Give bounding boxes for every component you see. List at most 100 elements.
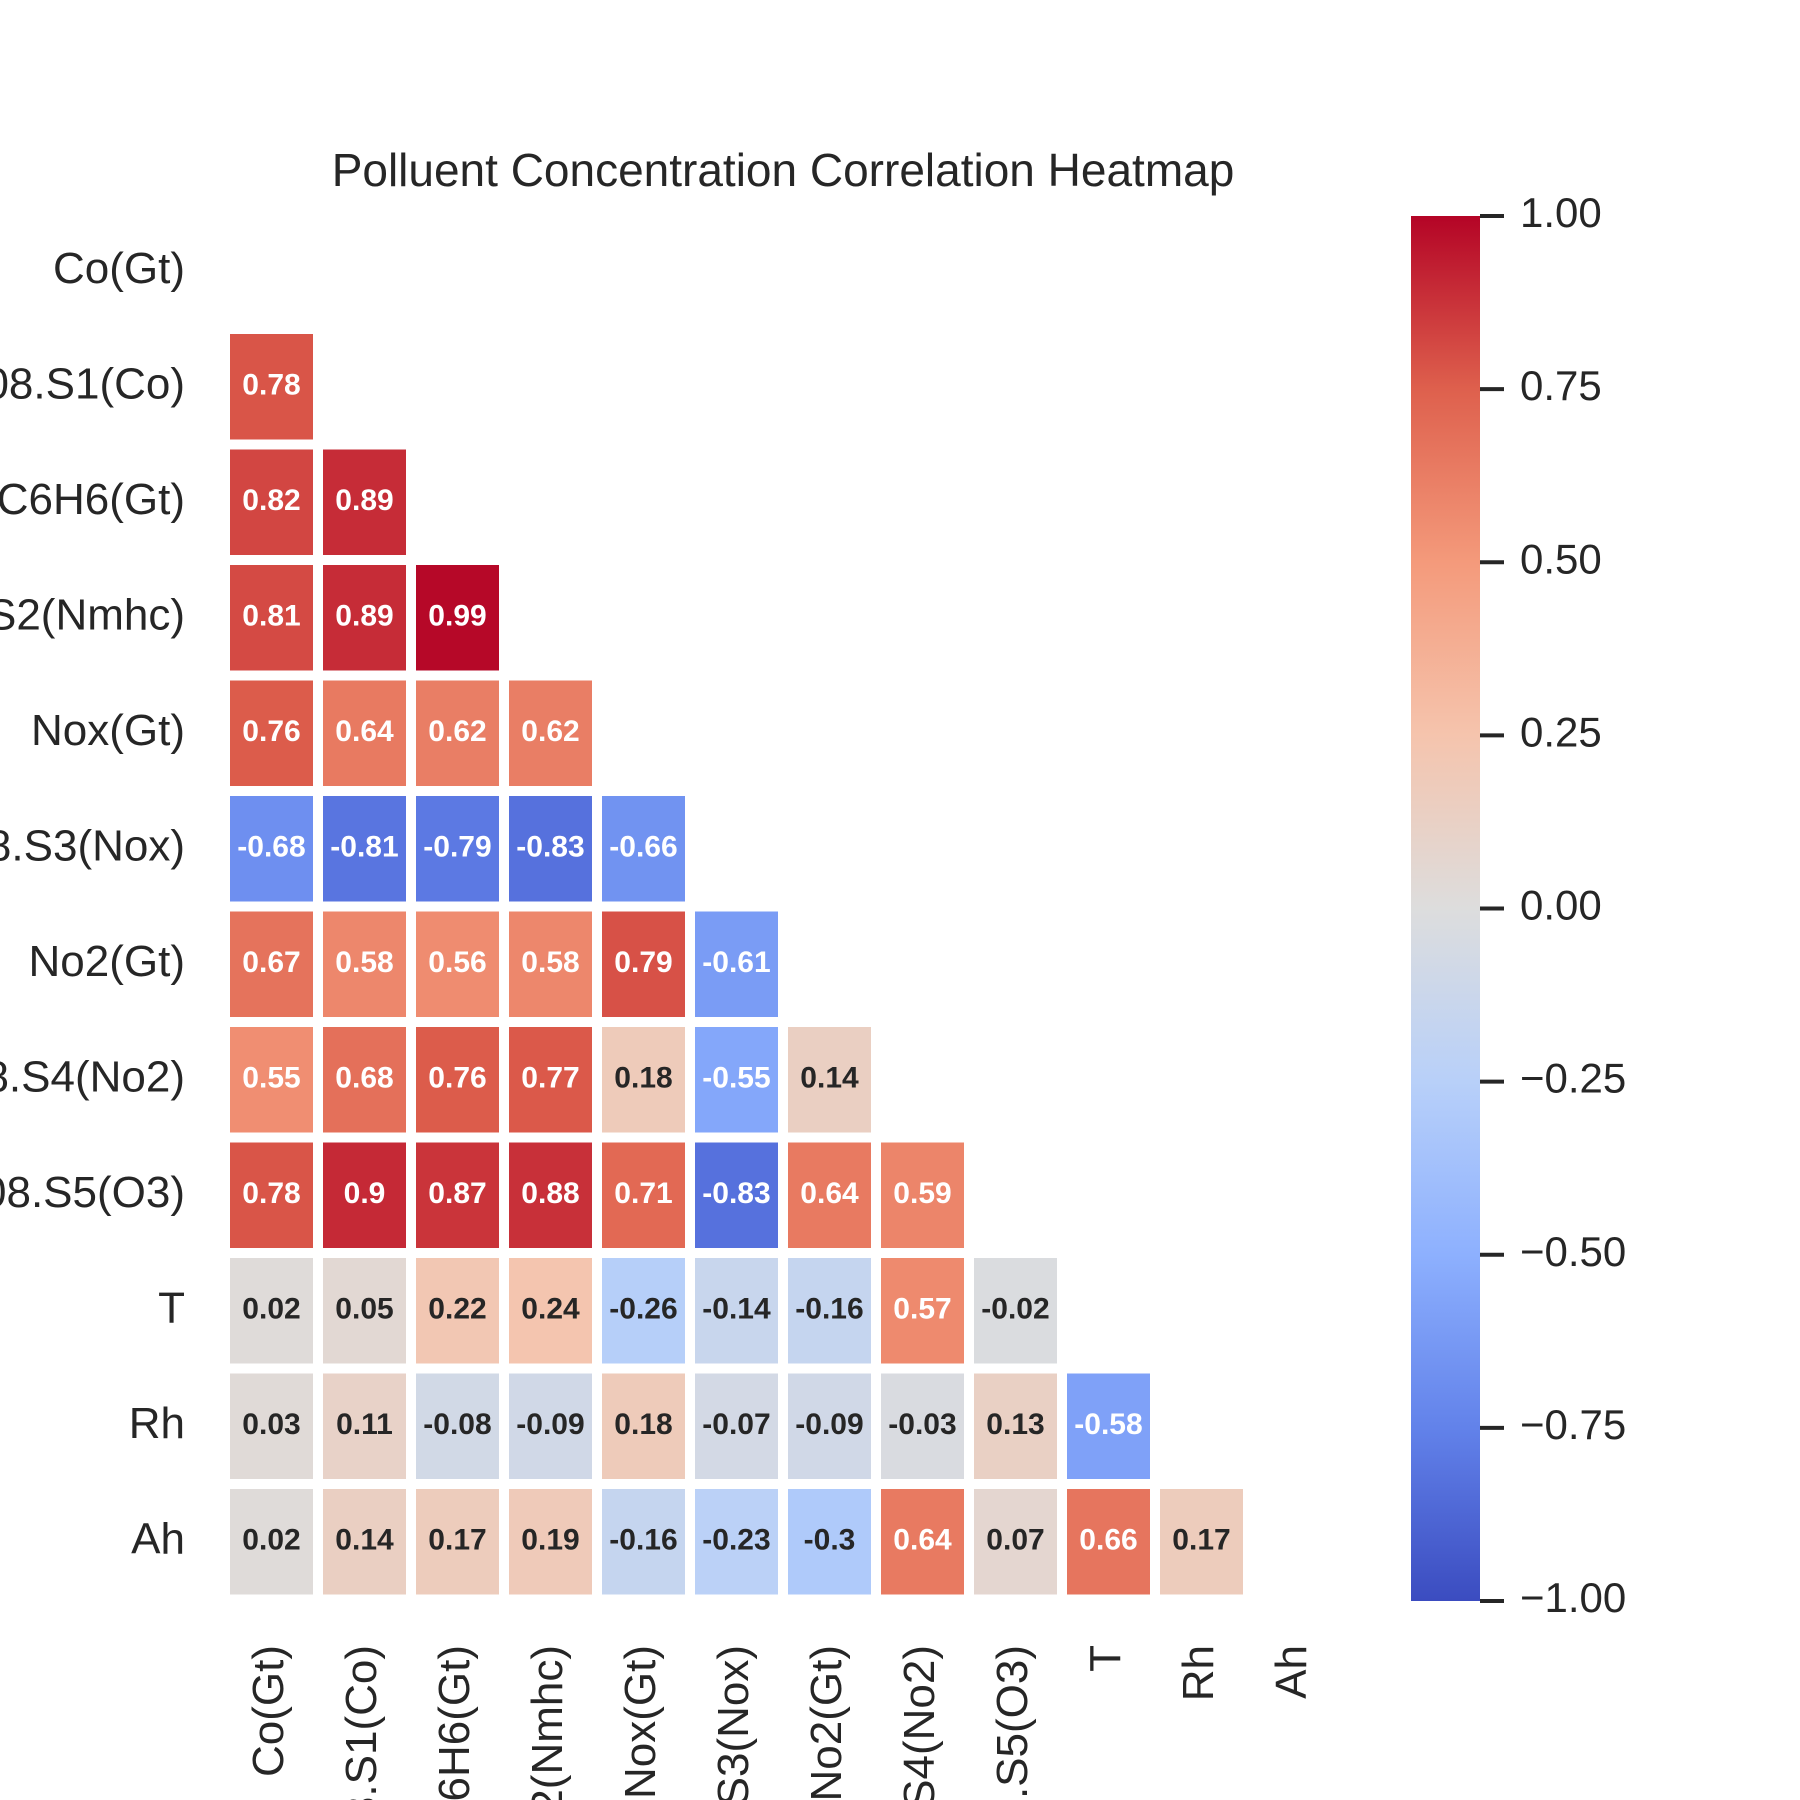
cell-label: 0.64 [335, 715, 394, 748]
cell-label: -0.16 [795, 1293, 863, 1326]
heatmap-cell [964, 1363, 1067, 1489]
heatmap-cell [1150, 1479, 1253, 1605]
cell-label: -0.68 [237, 831, 305, 864]
cell-label: -0.61 [702, 946, 770, 979]
heatmap-cell [592, 1479, 695, 1605]
cell-label: 0.78 [242, 1177, 300, 1210]
cell-label: 0.03 [242, 1408, 300, 1441]
cell-label: 0.13 [986, 1408, 1044, 1441]
cell-label: -0.3 [804, 1524, 856, 1557]
y-tick-label: Pt08.S3(Nox) [0, 821, 185, 870]
cell-label: 0.62 [428, 715, 486, 748]
heatmap-cell [778, 1479, 881, 1605]
cell-label: 0.76 [428, 1062, 486, 1095]
cell-label: 0.64 [800, 1177, 859, 1210]
colorbar-tick-label: 0.00 [1520, 882, 1602, 929]
x-tick-label: No2(Gt) [802, 1645, 851, 1800]
cell-label: 0.71 [614, 1177, 672, 1210]
cell-label: -0.58 [1074, 1408, 1142, 1441]
cell-label: 0.68 [335, 1062, 393, 1095]
cell-label: 0.78 [242, 369, 300, 402]
cell-label: 0.81 [242, 600, 300, 633]
x-tick-label: Pt08.S4(No2) [895, 1645, 944, 1800]
cell-label: 0.56 [428, 946, 486, 979]
cell-label: -0.08 [423, 1408, 491, 1441]
x-tick-label: Ah [1267, 1645, 1316, 1699]
x-tick-label: Pt08.S1(Co) [337, 1645, 386, 1800]
heatmap-cell [406, 1132, 509, 1258]
x-tick-label: T [1081, 1645, 1130, 1672]
cell-label: 0.57 [893, 1293, 951, 1326]
x-tick-label: Nox(Gt) [616, 1645, 665, 1799]
cell-label: -0.09 [516, 1408, 584, 1441]
y-tick-label: Ah [131, 1514, 185, 1563]
colorbar-tick-label: −0.25 [1520, 1055, 1626, 1102]
y-tick-label: T [158, 1283, 185, 1332]
y-tick-label: Nox(Gt) [31, 706, 185, 755]
cell-label: 0.18 [614, 1408, 672, 1441]
heatmap-cell [406, 555, 509, 681]
colorbar-tick-label: −0.75 [1520, 1401, 1626, 1448]
heatmap-cell [220, 1363, 323, 1489]
cell-label: -0.09 [795, 1408, 863, 1441]
cell-label: 0.14 [800, 1062, 859, 1095]
colorbar-tick-label: 0.75 [1520, 362, 1602, 409]
cell-label: 0.87 [428, 1177, 486, 1210]
x-tick-label: Pt08.S3(Nox) [709, 1645, 758, 1800]
colorbar-tick-label: −1.00 [1520, 1574, 1626, 1621]
cell-label: 0.76 [242, 715, 300, 748]
cell-label: -0.02 [981, 1293, 1049, 1326]
x-tick-label: C6H6(Gt) [430, 1645, 479, 1800]
cell-label: -0.16 [609, 1524, 677, 1557]
cell-label: 0.11 [336, 1408, 393, 1441]
cell-label: -0.79 [423, 831, 491, 864]
colorbar-tick-label: −0.50 [1520, 1228, 1626, 1275]
cell-label: -0.07 [702, 1408, 770, 1441]
cell-label: 0.62 [521, 715, 579, 748]
x-tick-label: Co(Gt) [244, 1645, 293, 1777]
heatmap-cell [1057, 1363, 1160, 1489]
y-tick-label: Pt08.S5(O3) [0, 1168, 185, 1217]
cell-label: 0.14 [335, 1524, 394, 1557]
heatmap-cell [499, 901, 602, 1027]
cell-label: -0.81 [330, 831, 398, 864]
cell-label: -0.83 [516, 831, 584, 864]
heatmap-cell [406, 1363, 509, 1489]
cell-label: -0.14 [702, 1293, 771, 1326]
colorbar-tick-label: 0.25 [1520, 708, 1602, 755]
y-tick-label: Pt08.S2(Nmhc) [0, 590, 185, 639]
y-tick-label: Rh [129, 1399, 185, 1448]
y-tick-label: Pt08.S1(Co) [0, 359, 185, 408]
y-tick-label: No2(Gt) [29, 937, 185, 986]
y-tick-label: Pt08.S4(No2) [0, 1052, 185, 1101]
heatmap-cell [871, 1132, 974, 1258]
cell-label: 0.67 [242, 946, 300, 979]
cell-label: 0.99 [428, 600, 486, 633]
cell-label: -0.83 [702, 1177, 770, 1210]
cell-label: 0.02 [242, 1524, 300, 1557]
heatmap-cell [964, 1479, 1067, 1605]
cell-label: 0.82 [242, 484, 300, 517]
cell-label: -0.23 [702, 1524, 770, 1557]
cell-label: 0.58 [521, 946, 579, 979]
heatmap-cell [685, 1479, 788, 1605]
cell-label: 0.05 [335, 1293, 393, 1326]
cell-label: 0.89 [335, 600, 393, 633]
cell-label: 0.17 [428, 1524, 486, 1557]
colorbar-tick-label: 1.00 [1520, 189, 1602, 236]
cell-label: 0.64 [893, 1524, 952, 1557]
cell-label: -0.66 [609, 831, 677, 864]
cell-label: -0.03 [888, 1408, 956, 1441]
cell-label: -0.55 [702, 1062, 770, 1095]
cell-label: -0.26 [609, 1293, 677, 1326]
cell-label: 0.89 [335, 484, 393, 517]
heatmap-cell [313, 670, 416, 796]
cell-label: 0.17 [1172, 1524, 1230, 1557]
x-tick-label: Pt08.S5(O3) [988, 1645, 1037, 1800]
cell-label: 0.24 [521, 1293, 580, 1326]
cell-label: 0.18 [614, 1062, 672, 1095]
y-tick-label: C6H6(Gt) [0, 475, 185, 524]
cell-label: 0.55 [242, 1062, 300, 1095]
x-tick-label: Rh [1174, 1645, 1223, 1701]
